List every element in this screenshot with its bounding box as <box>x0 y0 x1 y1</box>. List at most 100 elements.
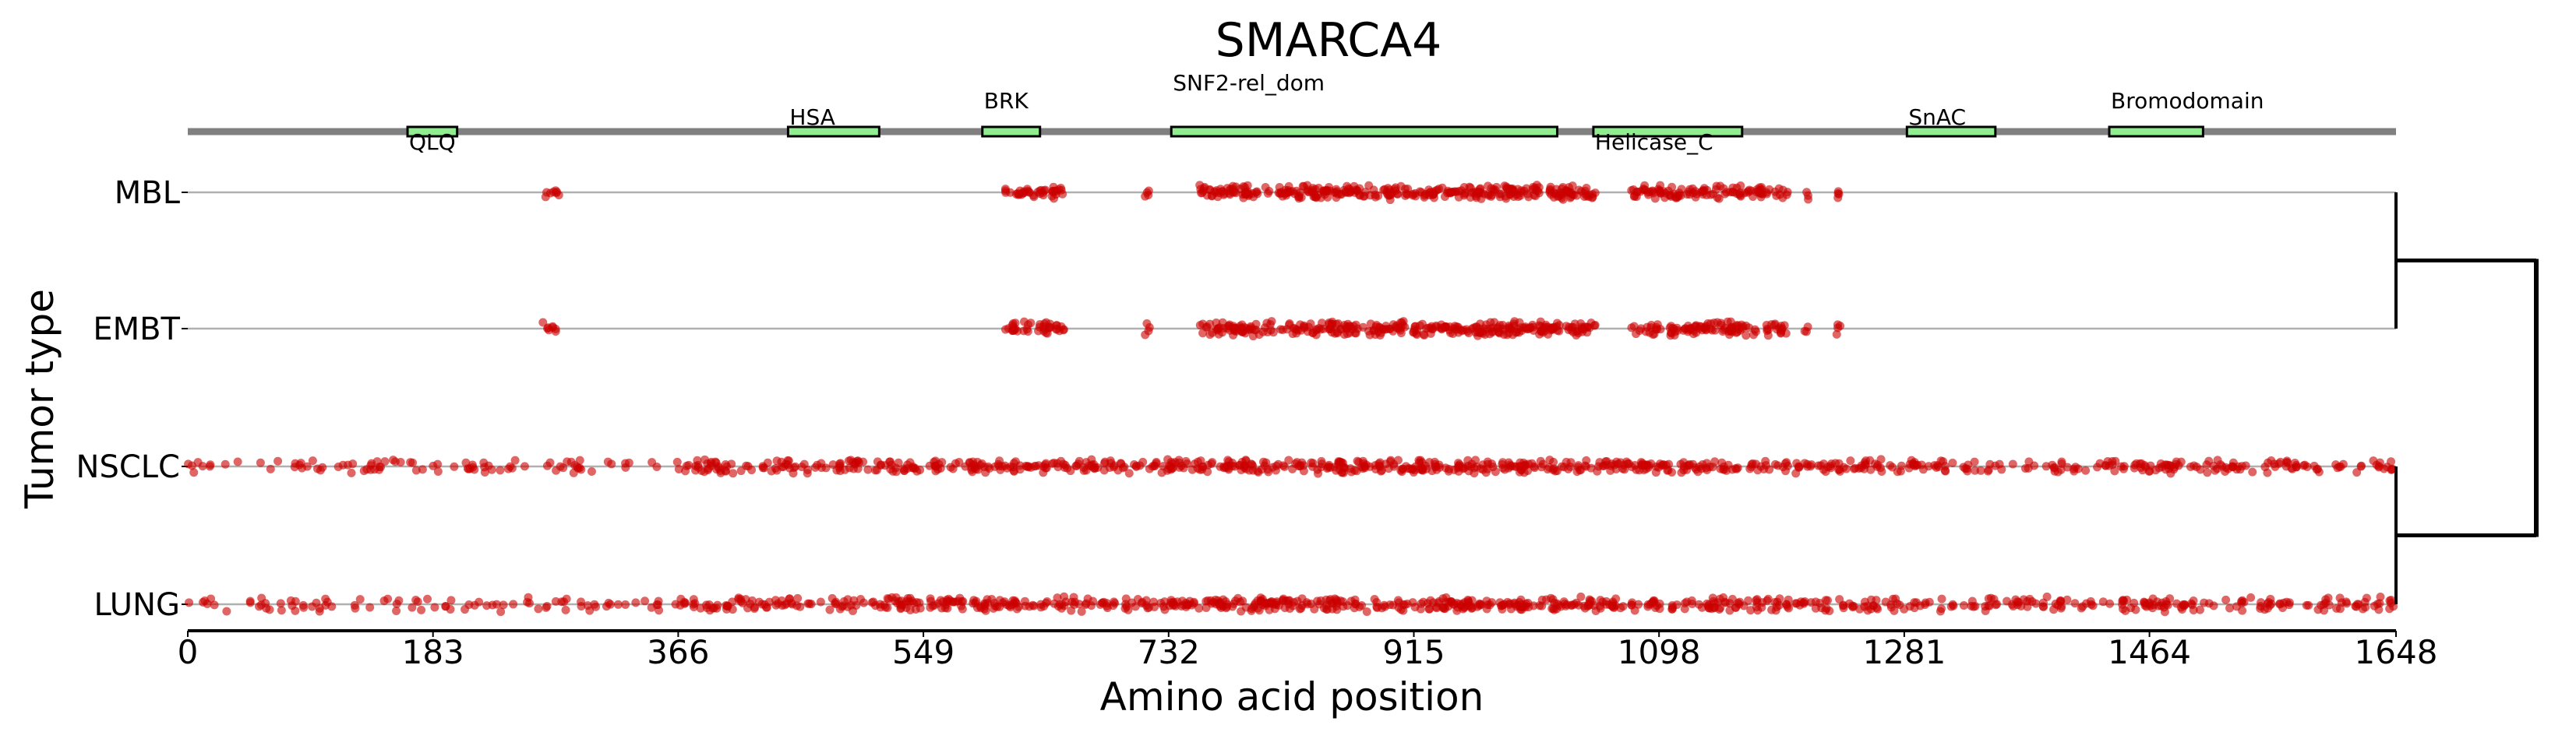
mutation-point <box>1435 463 1445 472</box>
mutation-point <box>411 466 421 475</box>
mutation-point <box>372 457 382 466</box>
mutation-point <box>1019 317 1029 326</box>
mutation-point <box>1339 463 1349 472</box>
mutation-point <box>1164 464 1173 473</box>
mutation-point <box>2189 596 2198 606</box>
mutation-point <box>1719 184 1728 193</box>
mutation-point <box>1081 600 1090 609</box>
mutation-point <box>1782 458 1791 467</box>
mutation-point <box>621 459 630 468</box>
mutation-point <box>2111 456 2120 466</box>
mutation-point <box>825 605 835 614</box>
mutation-point <box>233 457 242 466</box>
mutation-point <box>2356 462 2366 471</box>
mutation-point <box>1509 186 1519 195</box>
mutation-point <box>1304 322 1314 332</box>
mutation-point <box>631 598 640 607</box>
mutation-point <box>760 600 769 609</box>
mutation-point <box>2374 462 2384 471</box>
mutation-point <box>1039 601 1049 611</box>
mutation-point <box>1940 462 1950 471</box>
mutation-point <box>1488 323 1498 333</box>
mutation-point <box>704 464 713 473</box>
mutation-point <box>1357 600 1367 610</box>
mutation-point <box>1596 596 1605 605</box>
mutation-point <box>1463 456 1473 465</box>
mutation-point <box>727 459 736 469</box>
mutation-point <box>1216 462 1225 471</box>
mutation-point <box>946 463 955 472</box>
mutation-point <box>1522 184 1531 193</box>
mutation-point <box>510 456 520 465</box>
mutation-point <box>772 466 782 475</box>
mutation-point <box>1702 325 1711 335</box>
mutation-point <box>1324 462 1333 471</box>
mutation-point <box>2082 599 2091 608</box>
mutation-point <box>1834 465 1844 474</box>
mutation-point <box>221 459 230 469</box>
mutation-point <box>1157 468 1166 477</box>
mutation-point <box>869 597 878 607</box>
mutation-point <box>1000 186 1010 195</box>
mutation-point <box>1924 462 1933 471</box>
mutation-point <box>1582 456 1591 465</box>
mutation-point <box>1566 458 1576 467</box>
mutation-point <box>1650 329 1659 339</box>
mutation-point <box>1408 191 1417 200</box>
mutation-point <box>312 598 321 607</box>
mutation-point <box>1459 183 1469 192</box>
mutation-point <box>2209 601 2218 611</box>
mutation-point <box>1420 331 1429 340</box>
mutation-point <box>551 327 560 336</box>
mutation-point <box>520 462 529 471</box>
mutation-point <box>365 603 375 612</box>
mutation-point <box>321 600 330 610</box>
chart-title: SMARCA4 <box>1216 13 1442 68</box>
mutation-point <box>1872 596 1881 605</box>
mutation-point <box>298 600 308 610</box>
mutation-point <box>1124 469 1134 478</box>
mutation-point <box>817 463 826 473</box>
mutation-point <box>1467 603 1477 613</box>
mutation-point <box>1949 601 1958 611</box>
mutation-point <box>1307 599 1316 608</box>
y-axis-label: Tumor type <box>17 289 62 509</box>
mutation-point <box>884 594 894 603</box>
mutation-point <box>347 468 356 477</box>
mutation-point <box>1077 607 1086 616</box>
mutation-point <box>1763 326 1772 336</box>
mutation-point <box>534 604 543 614</box>
mutation-point <box>998 598 1007 607</box>
mutation-point <box>2376 593 2385 602</box>
mutation-point <box>1026 318 1036 328</box>
mutation-point <box>977 459 986 468</box>
mutation-point <box>1711 185 1720 194</box>
mutation-point <box>1385 191 1395 200</box>
mutation-point <box>1375 462 1385 471</box>
mutation-point <box>2373 600 2382 609</box>
mutation-point <box>1963 466 1972 476</box>
mutation-point <box>1041 185 1050 195</box>
mutation-point <box>1559 597 1569 607</box>
mutation-point <box>1629 322 1639 331</box>
mutation-point <box>1574 185 1583 195</box>
domain-label: SnAC <box>1908 104 1966 130</box>
mutation-point <box>1214 599 1223 608</box>
domain-box <box>1905 125 1997 138</box>
mutation-point <box>955 457 964 466</box>
y-tick-label: LUNG <box>94 587 181 623</box>
mutation-point <box>1725 599 1734 608</box>
mutation-point <box>1022 185 1032 194</box>
mutation-point <box>1680 604 1689 614</box>
mutation-point <box>256 458 265 467</box>
mutation-point <box>605 600 615 609</box>
mutation-point <box>1371 322 1381 332</box>
mutation-point <box>1183 600 1192 609</box>
mutation-point <box>1752 598 1762 607</box>
mutation-point <box>1424 604 1434 614</box>
mutation-point <box>2145 598 2154 607</box>
domain-label: Helicase_C <box>1595 129 1713 155</box>
mutation-point <box>545 188 555 198</box>
mutation-point <box>1059 459 1068 469</box>
